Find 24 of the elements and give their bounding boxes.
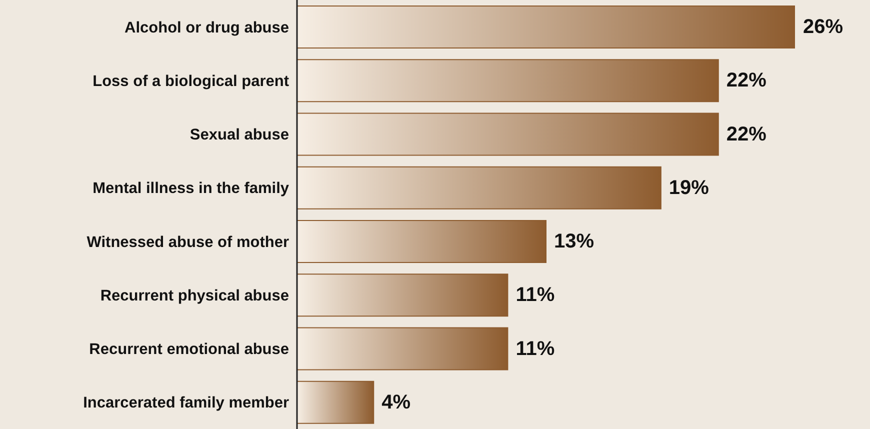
data-label: 11% <box>516 338 555 360</box>
data-label: 4% <box>382 391 411 414</box>
data-label: 13% <box>554 230 594 252</box>
data-label: 19% <box>668 176 710 199</box>
y-tick-label: Sexual abuse <box>190 126 290 144</box>
bar <box>297 112 719 156</box>
bar <box>297 220 546 263</box>
bar <box>297 327 508 370</box>
bar <box>297 166 662 210</box>
data-label: 22% <box>726 70 767 92</box>
data-label: 11% <box>516 284 555 306</box>
y-tick-label: Recurrent physical abuse <box>100 287 290 304</box>
y-tick-label: Witnessed abuse of mother <box>86 234 289 251</box>
y-tick-label: Mental illness in the family <box>92 180 290 198</box>
y-tick-label: Recurrent emotional abuse <box>89 341 290 358</box>
bar <box>297 274 508 317</box>
bar <box>297 59 719 102</box>
data-label: 22% <box>726 123 767 146</box>
y-tick-label: Incarcerated family member <box>83 394 289 412</box>
bar <box>297 6 795 48</box>
y-tick-label: Alcohol or drug abuse <box>124 19 290 36</box>
y-tick-label: Loss of a biological parent <box>92 72 289 90</box>
data-label: 26% <box>803 16 844 38</box>
bar <box>297 380 374 424</box>
